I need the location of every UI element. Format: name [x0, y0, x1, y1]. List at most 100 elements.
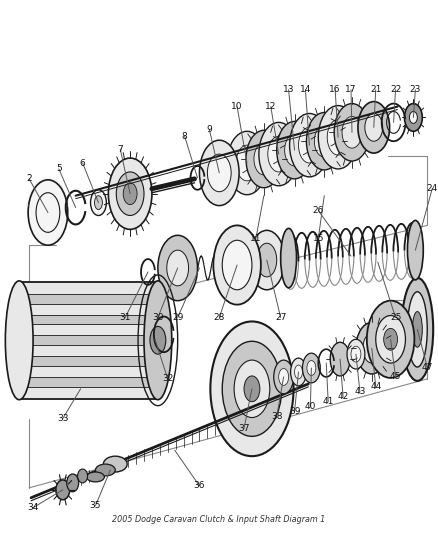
Text: 38: 38 [270, 412, 282, 421]
Text: 42: 42 [337, 392, 348, 401]
Ellipse shape [364, 114, 382, 141]
Ellipse shape [383, 328, 397, 350]
Text: 31: 31 [119, 313, 131, 322]
Ellipse shape [158, 235, 197, 301]
Bar [19, 314, 158, 325]
Ellipse shape [362, 333, 380, 363]
Ellipse shape [409, 111, 417, 124]
Text: 17: 17 [344, 85, 356, 94]
Ellipse shape [273, 360, 293, 394]
Ellipse shape [329, 342, 349, 376]
Ellipse shape [86, 472, 104, 482]
Text: 44: 44 [369, 382, 381, 391]
Text: 33: 33 [57, 414, 68, 423]
Text: 8: 8 [181, 132, 187, 141]
Ellipse shape [150, 326, 166, 354]
Text: 13: 13 [282, 85, 293, 94]
Text: 14: 14 [299, 85, 311, 94]
Ellipse shape [207, 154, 231, 192]
Ellipse shape [248, 230, 284, 290]
Bar [19, 282, 158, 399]
Ellipse shape [213, 225, 260, 305]
Text: 22: 22 [389, 85, 400, 94]
Ellipse shape [256, 243, 276, 277]
Text: 12: 12 [265, 102, 276, 111]
Text: 29: 29 [172, 313, 183, 322]
Text: 43: 43 [353, 387, 365, 396]
Ellipse shape [302, 353, 320, 383]
Text: 7: 7 [117, 144, 123, 154]
Ellipse shape [123, 183, 137, 205]
Ellipse shape [306, 361, 315, 375]
Ellipse shape [314, 125, 333, 157]
Bar [19, 377, 158, 387]
Ellipse shape [236, 145, 257, 181]
Ellipse shape [284, 134, 304, 166]
Ellipse shape [222, 240, 251, 290]
Bar [19, 356, 158, 366]
Ellipse shape [267, 136, 289, 172]
Ellipse shape [103, 456, 127, 472]
Ellipse shape [233, 360, 269, 417]
Ellipse shape [278, 368, 288, 385]
Text: 27: 27 [274, 313, 286, 322]
Ellipse shape [144, 281, 171, 400]
Text: 21: 21 [369, 85, 381, 94]
Text: 11: 11 [250, 234, 261, 243]
Ellipse shape [289, 114, 328, 177]
Ellipse shape [403, 103, 421, 131]
Ellipse shape [298, 127, 320, 163]
Bar [19, 294, 158, 304]
Ellipse shape [36, 193, 60, 232]
Ellipse shape [276, 122, 312, 179]
Text: 40: 40 [304, 402, 315, 411]
Ellipse shape [199, 140, 239, 206]
Ellipse shape [350, 346, 360, 362]
Ellipse shape [306, 112, 341, 170]
Text: 2: 2 [26, 174, 32, 183]
Ellipse shape [411, 312, 421, 347]
Text: 34: 34 [27, 503, 39, 512]
Text: 2005 Dodge Caravan Clutch & Input Shaft Diagram 1: 2005 Dodge Caravan Clutch & Input Shaft … [111, 515, 324, 524]
Ellipse shape [406, 221, 422, 280]
Text: 25: 25 [389, 313, 400, 322]
Ellipse shape [108, 158, 152, 229]
Text: 37: 37 [238, 424, 249, 433]
Text: 5: 5 [56, 165, 62, 173]
Text: 26: 26 [312, 206, 323, 215]
Ellipse shape [375, 316, 405, 363]
Ellipse shape [90, 190, 106, 215]
Text: 15: 15 [312, 234, 323, 243]
Text: 30: 30 [152, 313, 163, 322]
Ellipse shape [341, 116, 361, 148]
Ellipse shape [28, 180, 67, 245]
Ellipse shape [294, 365, 302, 379]
Ellipse shape [366, 301, 413, 378]
Ellipse shape [258, 123, 298, 186]
Text: 47: 47 [420, 362, 432, 372]
Ellipse shape [227, 131, 266, 195]
Ellipse shape [401, 278, 432, 381]
Ellipse shape [280, 228, 296, 288]
Ellipse shape [326, 119, 348, 155]
Ellipse shape [333, 103, 369, 161]
Ellipse shape [95, 464, 115, 476]
Ellipse shape [318, 106, 357, 169]
Text: 9: 9 [206, 125, 212, 134]
Text: 35: 35 [89, 501, 101, 510]
Text: 36: 36 [193, 481, 205, 490]
Text: 24: 24 [426, 184, 437, 193]
Ellipse shape [253, 143, 273, 175]
Text: 39: 39 [288, 407, 300, 416]
Ellipse shape [78, 469, 87, 483]
Ellipse shape [222, 341, 281, 437]
Ellipse shape [5, 281, 33, 400]
Text: 6: 6 [80, 158, 85, 167]
Ellipse shape [166, 250, 188, 286]
Ellipse shape [56, 480, 70, 500]
Text: 16: 16 [328, 85, 340, 94]
Text: 28: 28 [213, 313, 224, 322]
Text: 32: 32 [162, 374, 173, 383]
Ellipse shape [210, 321, 293, 456]
Text: 41: 41 [322, 397, 333, 406]
